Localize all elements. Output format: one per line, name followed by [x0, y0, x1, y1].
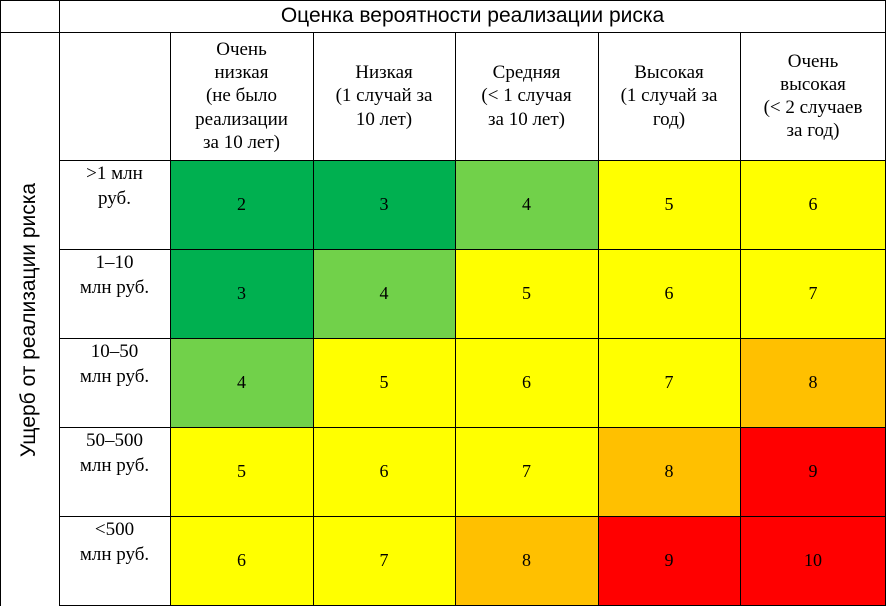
risk-cell: 3 [170, 249, 313, 338]
risk-cell: 8 [455, 516, 598, 605]
row-label-text: 50–500 млн руб. [80, 429, 149, 478]
column-header-line: за год) [786, 120, 840, 142]
row-label: 1–10 млн руб. [59, 249, 170, 338]
row-label-line: 50–500 [86, 430, 143, 451]
matrix-title: Оценка вероятности реализации риска [280, 4, 665, 27]
row-label: >1 млн руб. [59, 160, 170, 249]
column-header: Средняя (< 1 случая за 10 лет) [455, 32, 598, 160]
grid-line [455, 32, 456, 606]
border-top [0, 0, 886, 1]
row-label-line: млн руб. [79, 454, 150, 476]
column-header-line: за 10 лет) [488, 108, 565, 130]
column-header-text: Очень низкая (не было реализации за 10 лет) [195, 38, 288, 154]
column-header: Очень высокая (< 2 случаев за год) [740, 32, 886, 160]
risk-cell: 3 [313, 160, 455, 249]
column-header-line: низкая [214, 62, 269, 84]
column-header-line: Средняя [492, 62, 561, 84]
column-header-line: Очень [787, 50, 839, 72]
row-label-text: 10–50 млн руб. [80, 340, 149, 389]
risk-cell: 10 [740, 516, 886, 605]
risk-cell: 6 [170, 516, 313, 605]
risk-cell: 9 [598, 516, 740, 605]
column-header-line: год) [652, 108, 686, 130]
column-header-line: (1 случай за [620, 85, 718, 107]
grid-line [59, 516, 886, 517]
column-header: Очень низкая (не было реализации за 10 лет) [170, 32, 313, 160]
row-label-line: >1 млн [86, 163, 143, 184]
grid-line [59, 0, 60, 606]
risk-cell: 6 [313, 427, 455, 516]
risk-cell: 7 [455, 427, 598, 516]
column-header-line: Высокая [634, 62, 704, 84]
column-header-line: высокая [780, 73, 846, 95]
grid-line [59, 605, 886, 606]
row-label-line: 10–50 [90, 341, 139, 362]
risk-cell: 8 [598, 427, 740, 516]
grid-line [59, 427, 886, 428]
risk-cell: 7 [598, 338, 740, 427]
row-label-text: <500 млн руб. [80, 518, 149, 567]
risk-cell: 7 [740, 249, 886, 338]
row-axis-cell: Ущерб от реализации риска [0, 32, 59, 608]
row-label-text: >1 млн руб. [86, 162, 143, 211]
row-label-line: руб. [98, 187, 131, 209]
grid-line [59, 160, 886, 161]
column-header-line: Низкая [355, 62, 413, 84]
row-label: 50–500 млн руб. [59, 427, 170, 516]
risk-cell: 6 [455, 338, 598, 427]
column-header: Низкая (1 случай за 10 лет) [313, 32, 455, 160]
column-header-line: (< 2 случаев [763, 97, 863, 118]
grid-line [313, 32, 314, 606]
grid-line [0, 32, 886, 33]
grid-line [59, 338, 886, 339]
risk-cell: 6 [598, 249, 740, 338]
border-left [0, 0, 1, 606]
row-label-line: 1–10 [95, 252, 134, 273]
row-label: 10–50 млн руб. [59, 338, 170, 427]
row-axis-label: Ущерб от реализации риска [17, 182, 41, 458]
risk-cell: 7 [313, 516, 455, 605]
risk-cell: 8 [740, 338, 886, 427]
column-header-text: Высокая (1 случай за год) [621, 61, 718, 131]
row-label-line: млн руб. [79, 365, 150, 387]
column-header: Высокая (1 случай за год) [598, 32, 740, 160]
row-label-line: млн руб. [79, 543, 150, 565]
grid-line [740, 32, 741, 606]
grid-line [170, 32, 171, 606]
header-corner [59, 32, 170, 160]
risk-cell: 5 [313, 338, 455, 427]
column-header-text: Низкая (1 случай за 10 лет) [336, 61, 433, 131]
column-header-line: за 10 лет) [203, 131, 280, 153]
row-label-line: млн руб. [79, 276, 150, 298]
column-header-line: реализации [195, 108, 288, 130]
column-header-line: (1 случай за [335, 85, 433, 107]
column-header-line: Очень [216, 39, 267, 61]
grid-line [59, 249, 886, 250]
risk-cell: 4 [455, 160, 598, 249]
risk-cell: 4 [170, 338, 313, 427]
row-label: <500 млн руб. [59, 516, 170, 605]
column-header-line: (< 1 случая [481, 85, 572, 107]
risk-cell: 2 [170, 160, 313, 249]
column-header-text: Средняя (< 1 случая за 10 лет) [481, 61, 571, 131]
risk-cell: 5 [598, 160, 740, 249]
risk-cell: 5 [170, 427, 313, 516]
risk-cell: 9 [740, 427, 886, 516]
grid-line [598, 32, 599, 606]
row-label-text: 1–10 млн руб. [80, 251, 149, 300]
corner-cell [0, 0, 59, 32]
risk-cell: 6 [740, 160, 886, 249]
column-header-text: Очень высокая (< 2 случаев за год) [764, 50, 863, 143]
column-header-line: 10 лет) [355, 108, 413, 130]
risk-cell: 4 [313, 249, 455, 338]
column-header-line: (не было [205, 85, 278, 107]
risk-cell: 5 [455, 249, 598, 338]
row-label-line: <500 [94, 519, 135, 540]
